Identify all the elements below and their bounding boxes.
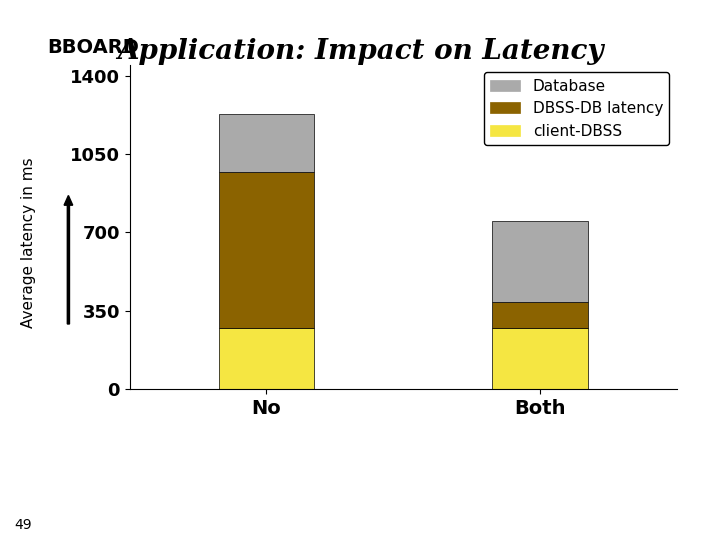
Bar bbox=[219, 172, 314, 328]
Text: Average latency in ms: Average latency in ms bbox=[22, 158, 36, 328]
Text: BBOARD: BBOARD bbox=[48, 38, 140, 57]
Bar bbox=[219, 328, 314, 389]
Legend: Database, DBSS-DB latency, client-DBSS: Database, DBSS-DB latency, client-DBSS bbox=[484, 72, 669, 145]
Bar bbox=[219, 114, 314, 172]
Bar bbox=[492, 302, 588, 328]
Bar bbox=[492, 328, 588, 389]
Text: 49: 49 bbox=[14, 518, 32, 532]
Text: Application: Impact on Latency: Application: Impact on Latency bbox=[117, 38, 603, 65]
Bar bbox=[492, 221, 588, 302]
Text: Overall latency decreases by 38%,
the DBSS-DB latency decreases by 65%: Overall latency decreases by 38%, the DB… bbox=[146, 444, 535, 485]
